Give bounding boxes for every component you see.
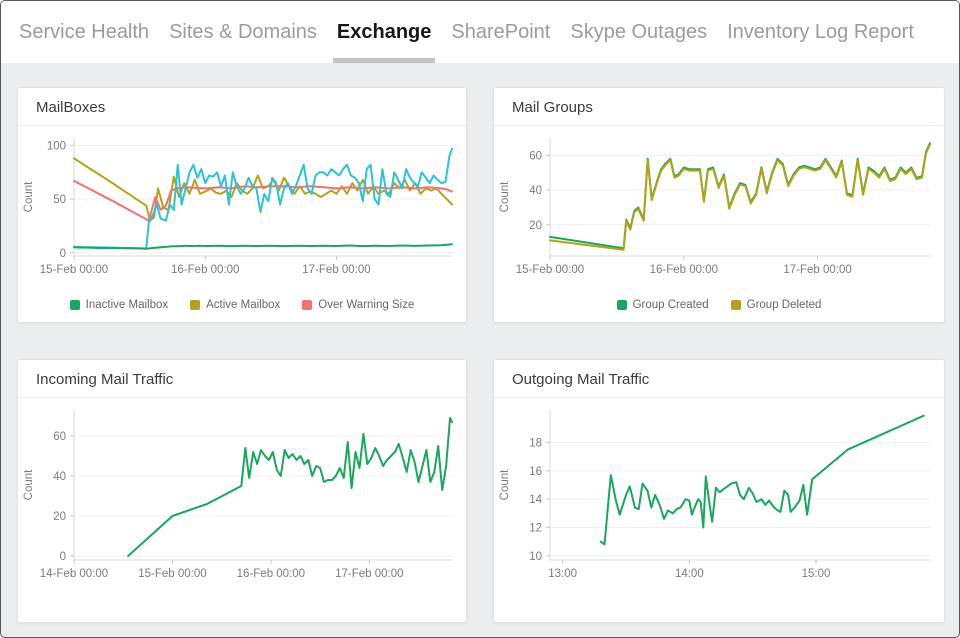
chart-title: MailBoxes <box>18 88 466 126</box>
y-axis-label: Count <box>23 469 35 500</box>
tab-sharepoint[interactable]: SharePoint <box>451 20 551 43</box>
legend-label: Over Warning Size <box>318 299 415 311</box>
tab-skype-outages[interactable]: Skype Outages <box>570 20 708 43</box>
y-tick-label: 10 <box>529 551 542 563</box>
x-tick-label: 15-Feb 00:00 <box>516 264 584 276</box>
x-tick-label: 15-Feb 00:00 <box>138 568 206 580</box>
line-chart: 0 20 40 60 14-Feb 00:00 15-Feb 00:00 16-Feb 00… <box>23 410 453 580</box>
y-tick-label: 12 <box>529 522 542 534</box>
legend-item-group-deleted[interactable]: Group Deleted <box>730 299 822 311</box>
x-tick-label: 15-Feb 00:00 <box>40 264 108 276</box>
chart-title: Mail Groups <box>494 88 944 126</box>
legend-label: Group Created <box>632 299 709 311</box>
series-line-inactive-mailbox <box>73 243 453 250</box>
y-axis-label: Count <box>499 469 511 500</box>
y-tick-label: 14 <box>529 494 542 506</box>
dashboard-grid: MailBoxes 0 50 100 15-Feb 00:00 16-Feb 00:00… <box>1 63 959 623</box>
y-tick-label: 20 <box>53 511 66 523</box>
legend-label: Active Mailbox <box>206 299 281 311</box>
series-line-series-2 <box>73 147 453 250</box>
legend-swatch <box>730 300 741 310</box>
legend-swatch <box>616 300 627 310</box>
mail-groups-chart: 20 40 60 15-Feb 00:00 16-Feb 00:00 17-Feb 00:… <box>494 126 944 288</box>
x-tick-label: 17-Feb 00:00 <box>783 264 851 276</box>
y-tick-label: 20 <box>529 220 542 232</box>
x-tick-label: 17-Feb 00:00 <box>302 264 370 276</box>
x-tick-label: 14:00 <box>675 568 704 580</box>
legend-item-active-mailbox[interactable]: Active Mailbox <box>190 299 280 311</box>
chart-title: Incoming Mail Traffic <box>18 360 466 398</box>
tab-sites-domains[interactable]: Sites & Domains <box>169 20 317 43</box>
legend-item-group-created[interactable]: Group Created <box>616 299 709 311</box>
x-tick-label: 17-Feb 00:00 <box>335 568 403 580</box>
x-tick-label: 14-Feb 00:00 <box>40 568 108 580</box>
outgoing-mail-traffic-chart: 10 12 14 16 18 13:00 14:00 15:00 Count <box>494 398 944 592</box>
legend-label: Inactive Mailbox <box>85 299 169 311</box>
x-tick-label: 13:00 <box>548 568 577 580</box>
tab-service-health[interactable]: Service Health <box>19 20 150 43</box>
tab-bar: Service Health Sites & Domains Exchange Sha… <box>1 1 959 63</box>
x-tick-label: 15:00 <box>802 568 831 580</box>
y-axis-label: Count <box>499 181 511 212</box>
y-tick-label: 40 <box>53 471 66 483</box>
y-tick-label: 60 <box>529 150 542 162</box>
series-line-incoming-mail-traffic <box>127 417 453 557</box>
legend-swatch <box>302 300 313 310</box>
panel-incoming-mail-traffic: Incoming Mail Traffic 0 20 40 60 14-Feb 00:0… <box>17 359 467 623</box>
series-line-group-created <box>549 142 931 250</box>
y-tick-label: 16 <box>529 466 542 478</box>
panel-outgoing-mail-traffic: Outgoing Mail Traffic 10 12 14 16 18 13:00 14:… <box>493 359 945 623</box>
y-tick-label: 18 <box>529 438 542 450</box>
x-tick-label: 16-Feb 00:00 <box>171 264 239 276</box>
series-line-group-deleted <box>549 143 931 251</box>
y-tick-label: 100 <box>47 141 66 153</box>
x-tick-label: 16-Feb 00:00 <box>650 264 718 276</box>
y-tick-label: 50 <box>53 194 66 206</box>
legend-swatch <box>190 300 201 310</box>
legend-item-inactive-mailbox[interactable]: Inactive Mailbox <box>69 299 169 311</box>
legend-swatch <box>69 300 80 310</box>
incoming-mail-traffic-chart: 0 20 40 60 14-Feb 00:00 15-Feb 00:00 16-Feb 00… <box>18 398 466 592</box>
chart-legend: Group Created Group Deleted <box>494 288 944 322</box>
legend-item-over-warning-size[interactable]: Over Warning Size <box>302 299 414 311</box>
y-axis-label: Count <box>23 181 35 212</box>
panel-mail-groups: Mail Groups 20 40 60 15-Feb 00:00 16-Feb 00:… <box>493 87 945 323</box>
line-chart: 0 50 100 15-Feb 00:00 16-Feb 00:00 17-Feb 00:… <box>23 138 453 276</box>
y-tick-label: 0 <box>60 248 66 260</box>
mailboxes-chart: 0 50 100 15-Feb 00:00 16-Feb 00:00 17-Feb 00:… <box>18 126 466 288</box>
tab-inventory-log-report[interactable]: Inventory Log Report <box>727 20 914 43</box>
line-chart: 20 40 60 15-Feb 00:00 16-Feb 00:00 17-Feb 00:… <box>499 138 931 276</box>
y-tick-label: 60 <box>53 431 66 443</box>
tab-exchange[interactable]: Exchange <box>327 1 441 63</box>
x-tick-label: 16-Feb 00:00 <box>237 568 305 580</box>
line-chart: 10 12 14 16 18 13:00 14:00 15:00 Count <box>499 410 930 580</box>
panel-mailboxes: MailBoxes 0 50 100 15-Feb 00:00 16-Feb 00:00… <box>17 87 467 323</box>
y-tick-label: 40 <box>529 185 542 197</box>
chart-legend: Inactive Mailbox Active Mailbox Over Warni… <box>18 288 466 322</box>
legend-label: Group Deleted <box>746 299 822 311</box>
y-tick-label: 0 <box>60 551 66 563</box>
series-line-outgoing-mail-traffic <box>599 414 925 546</box>
chart-title: Outgoing Mail Traffic <box>494 360 944 398</box>
